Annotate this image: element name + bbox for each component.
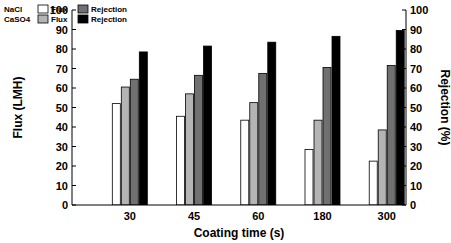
bar	[186, 94, 194, 205]
x-tick-label: 30	[124, 210, 136, 222]
y-tick-label: 10	[56, 180, 68, 192]
bar	[195, 75, 203, 205]
bar	[396, 30, 404, 205]
legend-label: Rejection	[91, 15, 127, 24]
y2-tick	[402, 205, 406, 206]
y-tick-label: 50	[56, 102, 68, 114]
y-tick	[72, 68, 76, 69]
x-tick-label: 60	[252, 210, 264, 222]
bar	[177, 116, 185, 205]
y2-axis-label: Rejection (%)	[438, 69, 451, 145]
y2-tick-label: 50	[410, 102, 422, 114]
bar	[305, 149, 313, 205]
x-axis-label: Coating time (s)	[194, 226, 285, 240]
y-tick	[72, 127, 76, 128]
legend-swatch	[78, 15, 88, 23]
y2-tick	[402, 29, 406, 30]
y2-tick-label: 100	[410, 4, 428, 16]
y-tick	[72, 88, 76, 89]
y2-tick-label: 10	[410, 180, 422, 192]
bar	[314, 120, 322, 205]
bar	[204, 46, 212, 205]
legend-label: Flux	[51, 15, 68, 24]
bar	[130, 79, 138, 205]
y-tick	[72, 166, 76, 167]
y-tick-label: 60	[56, 82, 68, 94]
y2-tick-label: 70	[410, 63, 422, 75]
bar	[323, 68, 331, 205]
legend: NaCl Flux Rejection CaSO4 Flux Rejection	[4, 5, 127, 24]
y2-tick-label: 80	[410, 43, 422, 55]
bar	[332, 36, 340, 205]
y2-tick	[402, 146, 406, 147]
y2-tick	[402, 88, 406, 89]
y-tick-label: 20	[56, 160, 68, 172]
chart-svg: 0 10 20 30 40 50 60 70 80 90 100 0 10 20 30 40 50 60 70 80 9…	[0, 0, 451, 243]
y2-tick-label: 60	[410, 82, 422, 94]
y2-tick	[402, 166, 406, 167]
legend-swatch	[78, 5, 88, 13]
bars	[112, 30, 404, 205]
y-tick	[72, 49, 76, 50]
y-tick-label: 30	[56, 141, 68, 153]
y-tick-label: 40	[56, 121, 68, 133]
legend-group-label: CaSO4	[4, 15, 31, 24]
bar	[241, 120, 249, 205]
bar	[369, 161, 377, 205]
x-axis-line	[72, 205, 406, 206]
bar	[378, 130, 386, 205]
y2-tick-label: 20	[410, 160, 422, 172]
legend-label: Flux	[51, 5, 68, 14]
bar	[112, 104, 120, 205]
y2-tick	[402, 49, 406, 50]
y2-tick-label: 30	[410, 141, 422, 153]
bar	[259, 73, 267, 205]
x-tick-label: 300	[378, 210, 396, 222]
y-tick-label: 90	[56, 24, 68, 36]
legend-label: Rejection	[91, 5, 127, 14]
bar	[387, 66, 395, 205]
legend-swatch	[38, 15, 48, 23]
legend-group-label: NaCl	[4, 5, 22, 14]
y2-tick	[402, 10, 406, 11]
bar	[139, 52, 147, 205]
y-tick-label: 80	[56, 43, 68, 55]
bar	[121, 87, 129, 205]
y-tick	[72, 146, 76, 147]
y2-tick	[402, 185, 406, 186]
y-tick-label: 70	[56, 63, 68, 75]
y-tick	[72, 107, 76, 108]
y-tick	[72, 205, 76, 206]
y2-tick	[402, 127, 406, 128]
y-tick	[72, 10, 76, 11]
y-tick-label: 0	[62, 199, 68, 211]
y2-tick	[402, 107, 406, 108]
x-tick-label: 45	[188, 210, 200, 222]
legend-swatch	[38, 5, 48, 13]
y-tick	[72, 185, 76, 186]
y-tick	[72, 29, 76, 30]
y2-tick-label: 40	[410, 121, 422, 133]
y2-tick	[402, 68, 406, 69]
bar	[268, 42, 276, 205]
chart-root: 0 10 20 30 40 50 60 70 80 90 100 0 10 20 30 40 50 60 70 80 9…	[0, 0, 451, 243]
y2-tick-label: 90	[410, 24, 422, 36]
bar	[250, 103, 258, 205]
y-axis-label: Flux (LMH)	[11, 77, 25, 139]
y2-tick-label: 0	[410, 199, 416, 211]
x-tick-label: 180	[313, 210, 331, 222]
